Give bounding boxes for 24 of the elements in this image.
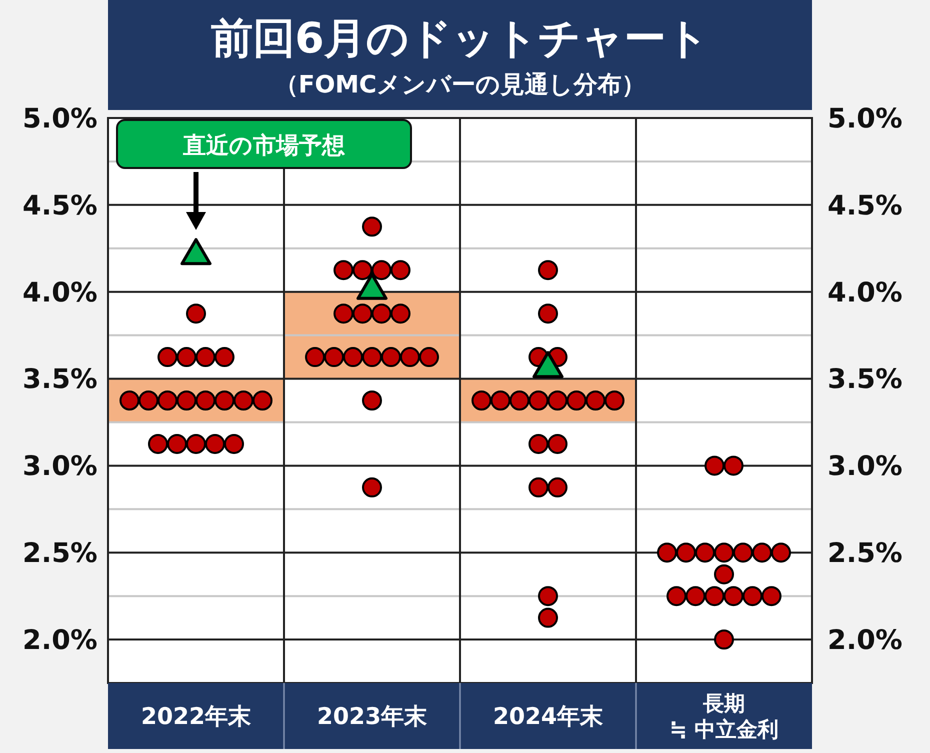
point [532, 351, 564, 378]
x-tick-label: 2022年末 [140, 704, 252, 730]
point [356, 272, 388, 300]
x-tick-label: 長期 ≒ 中立金利 [670, 691, 778, 742]
y2-tick-label: 4.0% [828, 277, 902, 308]
y-tick-label: 4.0% [22, 277, 98, 308]
chart-subtitle: （FOMCメンバーの見通し分布） [274, 70, 646, 98]
y2-tick-label: 4.5% [828, 190, 902, 222]
y2-tick-label: 2.0% [828, 624, 902, 656]
y-tick-label: 3.0% [22, 451, 98, 482]
y2-tick-label: 2.5% [828, 538, 902, 570]
y-tick-label: 2.5% [22, 538, 98, 570]
y2-tick-label: 5.0% [828, 103, 902, 134]
x-tick-label: 2024年末 [492, 704, 604, 730]
y-tick-label: 2.0% [22, 624, 98, 656]
y-tick-label: 3.5% [22, 364, 98, 396]
y-tick-label: 4.5% [22, 190, 98, 222]
chart-title: 前回6月のドットチャート [210, 14, 710, 63]
y-tick-label: 5.0% [22, 103, 98, 134]
annotation: 直近の市場予想 [182, 132, 345, 160]
y2-tick-label: 3.0% [828, 451, 902, 482]
point [180, 238, 212, 266]
x-tick-label: 2023年末 [316, 704, 428, 730]
y2-tick-label: 3.5% [828, 364, 902, 396]
